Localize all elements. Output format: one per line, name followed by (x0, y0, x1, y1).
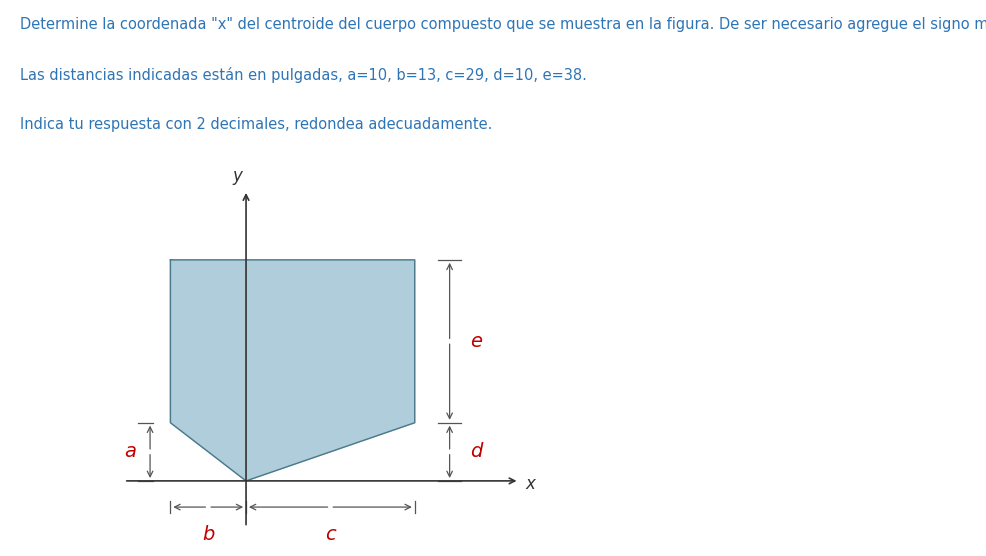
Text: e: e (469, 332, 481, 351)
Text: d: d (469, 443, 482, 461)
Text: b: b (202, 524, 214, 544)
Polygon shape (171, 260, 414, 481)
Text: Indica tu respuesta con 2 decimales, redondea adecuadamente.: Indica tu respuesta con 2 decimales, red… (20, 117, 491, 132)
Text: a: a (123, 443, 135, 461)
Text: c: c (324, 524, 335, 544)
Text: x: x (525, 475, 534, 493)
Text: Las distancias indicadas están en pulgadas, a=10, b=13, c=29, d=10, e=38.: Las distancias indicadas están en pulgad… (20, 67, 586, 83)
Text: y: y (232, 167, 242, 185)
Text: Determine la coordenada "x" del centroide del cuerpo compuesto que se muestra en: Determine la coordenada "x" del centroid… (20, 17, 986, 32)
